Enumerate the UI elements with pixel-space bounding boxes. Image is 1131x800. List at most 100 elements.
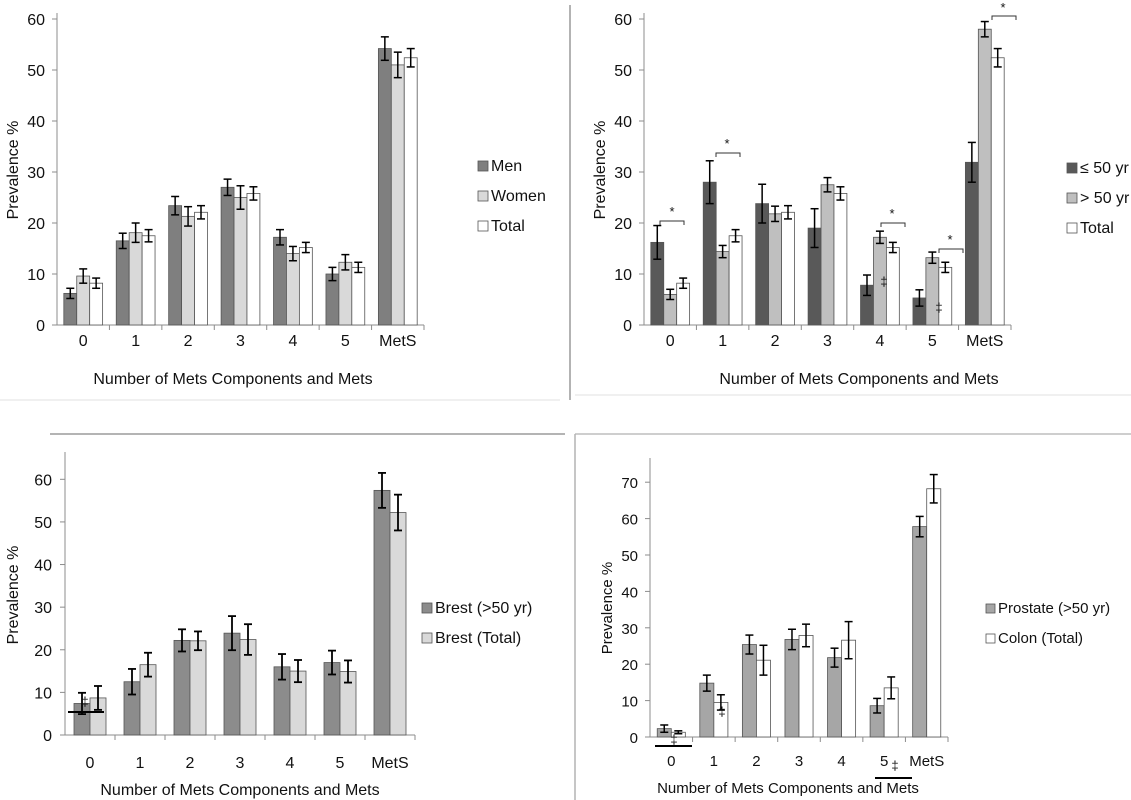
legend-label: Total: [491, 218, 525, 235]
y-tick-label: 0: [623, 318, 632, 335]
x-axis-label: Number of Mets Components and Mets: [93, 371, 372, 388]
bar-total-4: [885, 247, 900, 326]
bar-total-3: [246, 193, 261, 326]
y-tick-label: 30: [621, 621, 638, 638]
y-tick-label: 20: [34, 643, 52, 660]
y-tick-label: 40: [27, 114, 45, 131]
chart-panel-3: 0 10 20 30 40 50 60 0 1 2 3 4 5 MetS Number of Mets Co…: [5, 452, 532, 799]
bar-total-5: [938, 266, 953, 326]
y-tick-label: 30: [27, 165, 45, 182]
legend-label: Brest (>50 yr): [435, 600, 532, 617]
x-tick-label: 0: [666, 333, 675, 350]
x-tick-label: 1: [718, 333, 727, 350]
bar-total-3: [833, 193, 848, 326]
y-tick-label: 50: [614, 63, 632, 80]
x-tick-label: 5: [928, 333, 937, 350]
legend-swatch: [985, 603, 996, 614]
bar--50-yr-mets: [977, 28, 992, 326]
x-tick-label: 5: [341, 333, 350, 350]
y-tick-label: 60: [27, 12, 45, 29]
x-tick-label: MetS: [371, 755, 408, 772]
x-tick-label: 5: [336, 755, 345, 772]
bar-prostate-50-yr--3: [784, 639, 800, 738]
bar--50-yr-mets: [964, 161, 979, 326]
y-tick-label: 0: [630, 730, 638, 747]
x-tick-label: 0: [79, 333, 88, 350]
y-tick-label: 10: [614, 267, 632, 284]
bar-brest-50-yr--mets: [373, 489, 391, 736]
x-tick-label: MetS: [379, 333, 416, 350]
legend-swatch: [477, 160, 489, 172]
legend: Brest (>50 yr) Brest (Total): [421, 600, 532, 647]
x-tick-label: 4: [288, 333, 297, 350]
legend-swatch: [421, 602, 433, 614]
significance-marker: *: [1000, 0, 1005, 15]
bar-total-0: [676, 282, 691, 326]
legend-label: Colon (Total): [998, 630, 1083, 647]
y-tick-label: 50: [621, 548, 638, 565]
bar--50-yr-3: [820, 184, 835, 326]
bar-brest-total--mets: [389, 512, 407, 736]
bar-men-mets: [377, 48, 392, 326]
significance-marker: ‡: [880, 274, 887, 289]
bar-women-4: [286, 253, 300, 326]
x-axis-label: Number of Mets Components and Mets: [657, 780, 919, 797]
bar-total-0: [89, 282, 104, 326]
y-axis-label: Prevalence %: [5, 121, 22, 220]
y-axis-label: Prevalence %: [5, 546, 22, 645]
x-axis-label: Number of Mets Components and Mets: [100, 782, 379, 799]
chart-panel-1: 0 10 20 30 40 50 60 0 1 2 3 4 5 MetS Number of Mets Co…: [5, 12, 546, 388]
chart-panel-2: 0 10 20 30 40 50 60 0 1 2 3 4 5 MetS Number of Mets Co…: [592, 0, 1130, 388]
y-tick-label: 10: [34, 685, 52, 702]
bar-men-5: [325, 273, 340, 326]
x-tick-label: 5: [880, 753, 888, 770]
bar-prostate-50-yr--4: [827, 657, 842, 738]
y-tick-label: 70: [621, 475, 638, 492]
y-tick-label: 60: [34, 472, 52, 489]
legend-swatch: [1066, 162, 1078, 174]
bar-total-2: [781, 211, 795, 326]
legend-swatch: [477, 190, 489, 202]
significance-bracket: [715, 152, 741, 157]
significance-marker: ‡: [81, 694, 88, 709]
x-tick-label: 3: [236, 333, 245, 350]
x-axis-label: Number of Mets Components and Mets: [719, 371, 998, 388]
legend: ≤ 50 yr > 50 yr Total: [1066, 160, 1130, 237]
y-axis-label: Prevalence %: [599, 562, 616, 655]
bar-women-1: [128, 232, 143, 326]
y-tick-label: 40: [34, 558, 52, 575]
bar-women-5: [338, 261, 353, 326]
x-tick-label: 0: [86, 755, 95, 772]
significance-marker: ‡: [935, 300, 942, 315]
significance-marker: *: [724, 136, 729, 151]
x-tick-label: 1: [131, 333, 140, 350]
x-tick-label: MetS: [909, 753, 944, 770]
legend-label: > 50 yr: [1080, 190, 1130, 207]
x-tick-label: 0: [667, 753, 675, 770]
y-tick-label: 0: [43, 728, 52, 745]
y-tick-label: 20: [614, 216, 632, 233]
significance-marker: *: [947, 232, 952, 247]
bar-total-mets: [990, 57, 1005, 326]
legend: Prostate (>50 yr) Colon (Total): [985, 600, 1110, 647]
y-tick-label: 20: [621, 657, 638, 674]
bar--50-yr-2: [768, 213, 782, 326]
legend-label: ≤ 50 yr: [1080, 160, 1129, 177]
legend-label: Brest (Total): [435, 630, 521, 647]
x-tick-label: 4: [875, 333, 884, 350]
significance-marker: ‡: [718, 704, 725, 719]
y-tick-label: 60: [621, 512, 638, 529]
bar-women-2: [181, 215, 195, 326]
bar-brest-50-yr--2: [173, 639, 191, 736]
legend-swatch: [985, 633, 996, 644]
legend: Men Women Total: [477, 158, 546, 235]
bar-total-1: [141, 235, 156, 326]
y-tick-label: 50: [34, 515, 52, 532]
legend-label: Prostate (>50 yr): [998, 600, 1110, 617]
bar-men-2: [168, 205, 183, 326]
bar-total-mets: [403, 57, 418, 326]
legend-swatch: [1066, 222, 1078, 234]
x-tick-label: 4: [286, 755, 295, 772]
bar--50-yr-1: [715, 251, 730, 326]
